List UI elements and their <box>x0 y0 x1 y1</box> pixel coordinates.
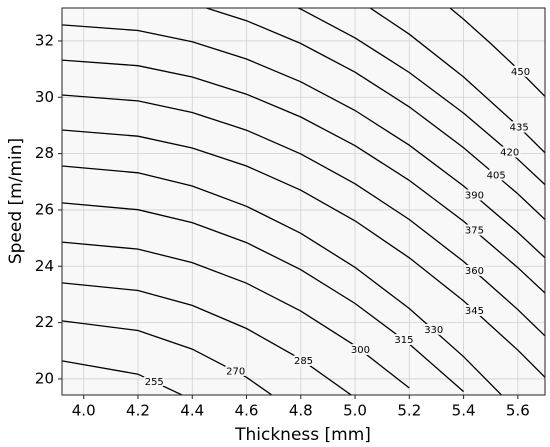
contour-label: 360 <box>465 266 484 277</box>
contour-label: 390 <box>465 190 484 201</box>
x-tick-label: 4.2 <box>126 402 150 420</box>
contour-line <box>204 8 545 220</box>
y-tick-label: 30 <box>35 88 54 106</box>
y-tick-label: 20 <box>35 369 54 387</box>
contour-label: 435 <box>510 122 529 133</box>
y-tick-label: 26 <box>35 200 54 218</box>
contour-line <box>62 282 353 395</box>
contour-label: 420 <box>500 147 519 158</box>
contour-line <box>62 202 465 393</box>
contour-label: 330 <box>424 325 443 336</box>
contour-label: 300 <box>351 345 370 356</box>
contour-line <box>62 24 545 259</box>
x-tick-label: 5.4 <box>452 402 476 420</box>
y-tick-label: 28 <box>35 144 54 162</box>
x-tick-label: 5.6 <box>506 402 530 420</box>
contour-line <box>62 165 503 395</box>
contour-line <box>62 59 545 294</box>
x-tick-label: 5.2 <box>397 402 421 420</box>
contour-label: 270 <box>226 367 245 378</box>
y-axis-label: Speed [m/min] <box>6 138 26 264</box>
y-tick-label: 22 <box>35 313 54 331</box>
contour-label: 285 <box>294 356 313 367</box>
plot-frame <box>61 7 546 396</box>
contour-label: 255 <box>145 377 164 388</box>
contour-line <box>62 241 410 389</box>
contour-line <box>449 8 545 97</box>
contour-line <box>62 320 273 395</box>
x-tick-label: 4.0 <box>72 402 96 420</box>
contour-line <box>62 129 545 378</box>
contour-line <box>296 8 545 186</box>
contour-label: 450 <box>511 67 530 78</box>
x-tick-label: 5.0 <box>343 402 367 420</box>
x-tick-label: 4.4 <box>180 402 204 420</box>
contour-label: 345 <box>465 306 484 317</box>
contour-label: 315 <box>394 335 413 346</box>
plot-background <box>62 8 545 395</box>
x-tick-label: 4.8 <box>289 402 313 420</box>
y-tick-label: 24 <box>35 257 54 275</box>
x-tick-label: 4.6 <box>235 402 259 420</box>
contour-line <box>369 8 545 154</box>
y-tick-label: 32 <box>35 31 54 49</box>
x-axis-label: Thickness [mm] <box>234 425 371 445</box>
contour-label: 375 <box>465 226 484 237</box>
contour-label: 405 <box>487 170 506 181</box>
contour-line <box>62 94 545 337</box>
contour-line <box>62 360 184 395</box>
